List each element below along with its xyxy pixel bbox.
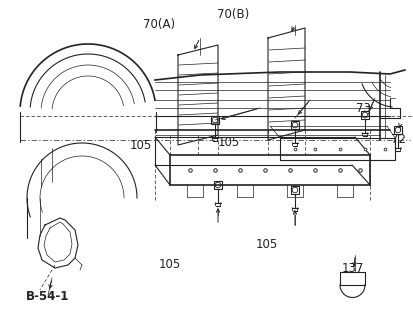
Bar xyxy=(211,116,219,124)
Text: 105: 105 xyxy=(218,136,240,149)
Text: 70(B): 70(B) xyxy=(217,8,249,21)
Text: B-54-1: B-54-1 xyxy=(26,290,69,302)
Bar xyxy=(361,111,369,119)
Text: 105: 105 xyxy=(129,139,152,152)
Bar xyxy=(394,126,402,134)
Text: 105: 105 xyxy=(158,258,180,270)
Text: 105: 105 xyxy=(255,238,278,251)
Text: 137: 137 xyxy=(342,262,364,275)
Text: 73: 73 xyxy=(356,102,371,115)
Text: 70(A): 70(A) xyxy=(143,18,175,30)
Bar xyxy=(291,121,299,129)
Bar xyxy=(291,186,299,194)
Bar xyxy=(214,181,222,189)
Text: 72: 72 xyxy=(391,133,406,146)
